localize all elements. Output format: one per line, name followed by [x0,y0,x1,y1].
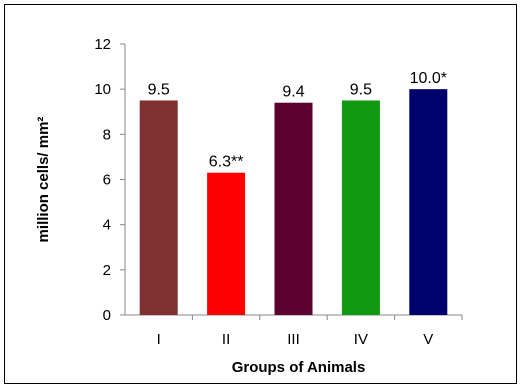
x-tick-label: V [423,331,433,348]
x-ticks: I II III IV V [157,315,463,348]
data-label: 9.5 [350,81,372,98]
x-tick-label: IV [354,331,368,348]
x-tick-label: I [157,331,161,348]
bar-V [409,89,448,316]
y-axis-title: million cells/ mm² [35,117,52,243]
x-axis-title: Groups of Animals [232,359,366,376]
x-tick-label: II [222,331,230,348]
bar-IV [341,100,380,315]
bar-III [274,102,313,315]
y-tick-label: 4 [103,217,111,234]
y-tick-label: 6 [103,172,111,189]
y-ticks: 0 2 4 6 8 10 12 [94,36,125,324]
data-label: 9.5 [148,81,170,98]
x-tick-label: III [287,331,300,348]
data-label: 10.0* [410,70,447,87]
y-tick-label: 8 [103,126,111,143]
y-tick-label: 2 [103,262,111,279]
y-tick-label: 10 [94,81,111,98]
bar-I [139,100,178,315]
data-label: 6.3** [209,154,244,171]
bar-II [207,172,246,315]
bars: 9.5 6.3** 9.4 9.5 10.0* [139,70,448,316]
data-label: 9.4 [282,84,304,101]
y-tick-label: 0 [103,307,111,324]
y-tick-label: 12 [94,36,111,53]
